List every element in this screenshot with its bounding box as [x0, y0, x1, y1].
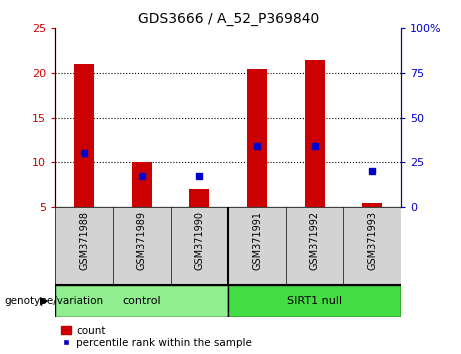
Title: GDS3666 / A_52_P369840: GDS3666 / A_52_P369840 [137, 12, 319, 26]
Text: genotype/variation: genotype/variation [5, 296, 104, 306]
Bar [305, 59, 325, 207]
Text: control: control [123, 296, 161, 306]
Legend: count, percentile rank within the sample: count, percentile rank within the sample [60, 326, 252, 348]
Bar [362, 202, 382, 207]
Text: GSM371989: GSM371989 [137, 211, 147, 270]
Bar [74, 64, 94, 207]
Text: SIRT1 null: SIRT1 null [287, 296, 342, 306]
Text: GSM371990: GSM371990 [195, 211, 204, 270]
Bar [228, 285, 401, 317]
Text: GSM371992: GSM371992 [310, 211, 319, 270]
Text: ▶: ▶ [40, 296, 48, 306]
Text: GSM371988: GSM371988 [79, 211, 89, 270]
Bar [132, 162, 152, 207]
Bar [247, 69, 267, 207]
Bar [55, 285, 228, 317]
Text: GSM371993: GSM371993 [367, 211, 377, 270]
Bar [189, 189, 209, 207]
Text: GSM371991: GSM371991 [252, 211, 262, 270]
